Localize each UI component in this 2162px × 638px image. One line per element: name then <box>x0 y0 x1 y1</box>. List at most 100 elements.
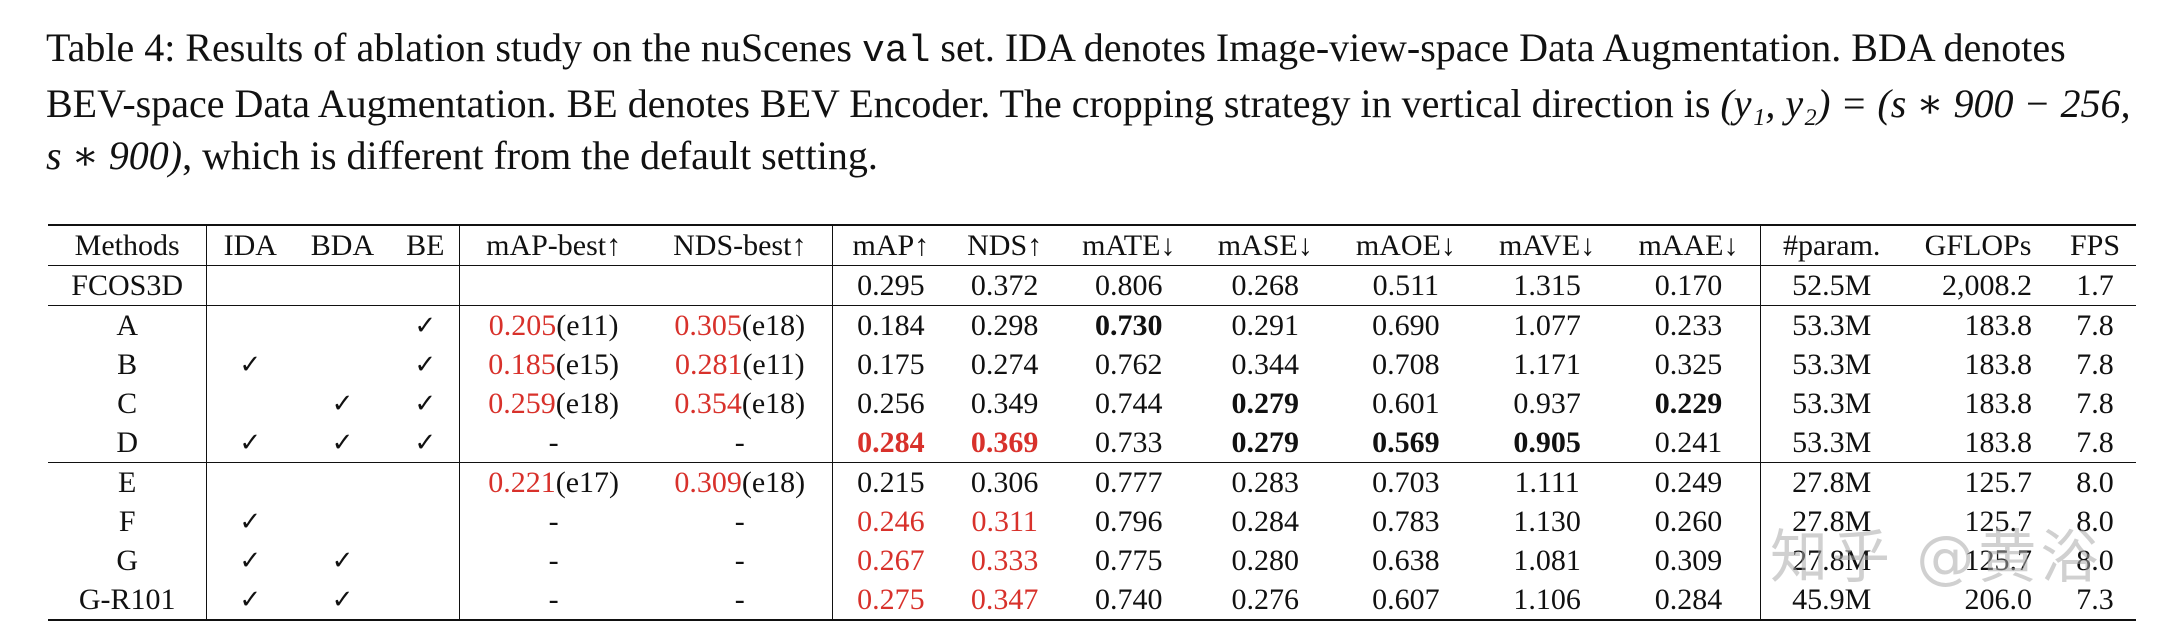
check-icon: ✓ <box>414 388 437 419</box>
table-cell: 1.077 <box>1513 308 1581 342</box>
header--param: #param. <box>1760 225 1903 266</box>
table-cell: 183.8 <box>1964 347 2033 381</box>
table-row: D ✓ ✓ ✓ - -0.284 0.369 0.733 0.279 0.569 0.905 0.24… <box>48 423 2136 463</box>
table-cell: 0.306 <box>970 465 1039 499</box>
table-cell <box>293 502 391 541</box>
table-cell: 1.130 <box>1513 504 1581 538</box>
table-cell: 0.279 <box>1231 425 1299 459</box>
table-cell: A <box>116 308 138 342</box>
table-cell: 53.3M <box>1760 384 1903 423</box>
table-cell <box>206 462 294 502</box>
best-epoch: (e11) <box>556 308 619 342</box>
table-cell: 125.7 <box>1964 465 2033 499</box>
best-epoch: (e18) <box>741 308 806 342</box>
best-epoch: (e17) <box>555 465 620 499</box>
table-cell: 0.280 <box>1231 543 1299 577</box>
table-body: FCOS3D 0.295 0.372 0.806 0.268 0.511 1.315 0.17… <box>48 265 2136 620</box>
table-cell <box>206 265 294 306</box>
table-cell: 1.7 <box>2076 268 2114 302</box>
table-caption: Table 4: Results of ablation study on th… <box>46 22 2146 182</box>
table-cell: 0.354(e18) <box>647 384 833 423</box>
best-epoch: (e18) <box>741 386 806 420</box>
header-fps: FPS <box>2069 228 2121 262</box>
best-value: 0.281 <box>674 347 743 381</box>
check-icon: ✓ <box>414 349 437 380</box>
table-cell: 0.733 <box>1094 425 1163 459</box>
table-row: FCOS3D 0.295 0.372 0.806 0.268 0.511 1.315 0.17… <box>48 265 2136 306</box>
table-cell: 0.256 <box>832 384 949 423</box>
table-cell: 0.775 <box>1094 543 1163 577</box>
table-cell: 0.205(e11) <box>459 305 648 345</box>
table-cell: 0.233 <box>1654 308 1723 342</box>
table-cell: 206.0 <box>1964 582 2033 616</box>
table-cell: 0.279 <box>1231 386 1299 420</box>
table-cell: 0.806 <box>1094 268 1163 302</box>
table-cell <box>392 502 460 541</box>
table-cell: B <box>117 347 138 381</box>
table-cell: - <box>459 580 648 620</box>
table-cell: - <box>734 582 745 616</box>
table-cell: 8.0 <box>2076 504 2114 538</box>
header-map: mAP↑ <box>832 225 949 266</box>
table-cell: FCOS3D <box>71 268 184 302</box>
table-cell: 0.744 <box>1094 386 1163 420</box>
check-icon: ✓ <box>206 580 294 620</box>
check-icon: ✓ <box>331 545 354 576</box>
best-epoch: (e18) <box>741 465 806 499</box>
table-cell: 2,008.2 <box>1942 268 2033 302</box>
table-cell: 0.344 <box>1231 347 1299 381</box>
table-cell: 0.703 <box>1372 465 1440 499</box>
table-cell: 1.111 <box>1514 465 1580 499</box>
table-cell: 0.372 <box>970 268 1039 302</box>
table-cell: 0.274 <box>970 347 1039 381</box>
table-cell: 0.740 <box>1094 582 1163 616</box>
table-cell <box>392 580 460 620</box>
check-icon: ✓ <box>206 423 294 463</box>
table-cell: 1.081 <box>1513 543 1581 577</box>
table-cell: 0.284 <box>832 423 949 463</box>
best-epoch: (e18) <box>555 386 620 420</box>
table-cell: 125.7 <box>1964 543 2033 577</box>
check-icon: ✓ <box>331 584 354 615</box>
table-cell: 183.8 <box>1964 308 2033 342</box>
check-icon: ✓ <box>206 502 294 541</box>
best-value: 0.259 <box>488 386 556 420</box>
caption-part3: , which is different from the default se… <box>182 133 878 178</box>
check-icon: ✓ <box>206 541 294 580</box>
table-cell: 0.276 <box>1231 582 1299 616</box>
table-cell: 0.241 <box>1654 425 1723 459</box>
best-epoch: (e11) <box>742 347 805 381</box>
table-cell: 53.3M <box>1760 423 1903 463</box>
table-cell <box>392 266 460 306</box>
table-cell: 0.281(e11) <box>647 345 833 384</box>
header-maoe: mAOE↓ <box>1355 228 1456 262</box>
table-cell: 1.171 <box>1513 347 1581 381</box>
check-icon: ✓ <box>331 427 354 458</box>
table-cell <box>293 306 391 346</box>
check-icon: ✓ <box>331 388 354 419</box>
header-nds: NDS↑ <box>967 228 1043 262</box>
table-cell: G-R101 <box>78 582 176 616</box>
table-cell: 0.347 <box>970 582 1039 616</box>
table-cell: 0.298 <box>970 308 1039 342</box>
table-cell: 0.349 <box>970 386 1039 420</box>
table-cell: 0.937 <box>1513 386 1581 420</box>
table-cell: 8.0 <box>2076 543 2114 577</box>
table-cell: 53.3M <box>1760 305 1903 345</box>
table-cell: - <box>459 502 648 541</box>
table-cell: 0.309(e18) <box>647 463 833 503</box>
table-cell: 0.246 <box>832 502 949 541</box>
table-cell: 0.268 <box>1231 268 1299 302</box>
table-row: C ✓ ✓ 0.259(e18) 0.354(e18) 0.256 0.349 0.744 0.… <box>48 384 2136 423</box>
best-value: 0.205 <box>488 308 557 342</box>
table-cell <box>459 265 648 306</box>
table-cell: 7.8 <box>2076 386 2114 420</box>
table-cell: 0.607 <box>1372 582 1440 616</box>
table-cell: 0.184 <box>832 305 949 345</box>
table-cell: 0.569 <box>1372 425 1440 459</box>
table-cell: 0.267 <box>832 541 949 580</box>
table-cell: 45.9M <box>1760 580 1903 620</box>
table-cell: - <box>734 425 745 459</box>
table-cell: 0.730 <box>1094 308 1163 342</box>
table-cell: 0.638 <box>1372 543 1440 577</box>
